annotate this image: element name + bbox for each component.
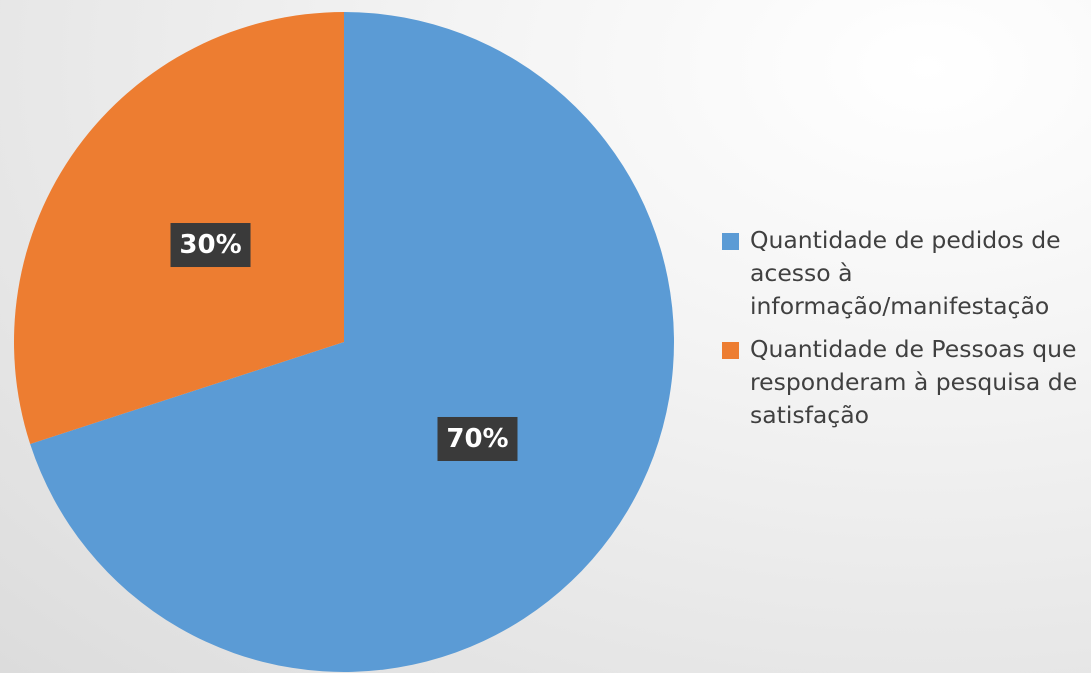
legend-swatch <box>722 342 739 359</box>
legend-label: Quantidade de pedidos de acesso à inform… <box>750 226 1061 320</box>
legend: Quantidade de pedidos de acesso à inform… <box>722 224 1087 442</box>
legend-swatch <box>722 233 739 250</box>
label-box <box>437 416 518 461</box>
legend-item: Quantidade de Pessoas que responderam à … <box>722 333 1087 432</box>
label-box <box>170 223 251 268</box>
legend-item: Quantidade de pedidos de acesso à inform… <box>722 224 1087 323</box>
data-label: 30% <box>179 230 241 260</box>
pie-slice <box>30 12 674 672</box>
legend-label: Quantidade de Pessoas que responderam à … <box>750 335 1078 429</box>
data-label: 70% <box>446 424 508 454</box>
